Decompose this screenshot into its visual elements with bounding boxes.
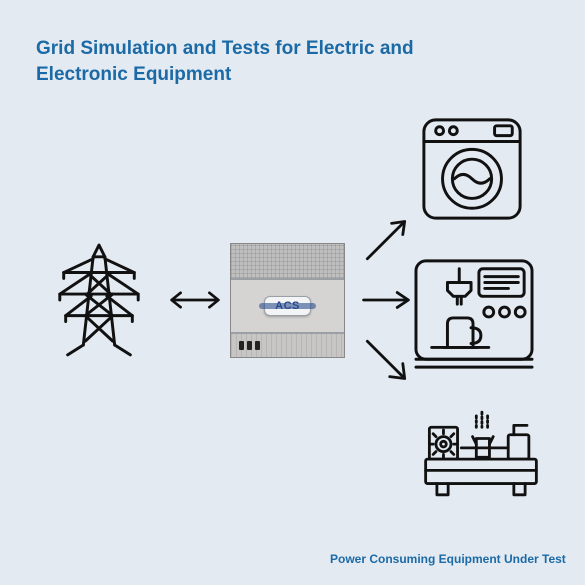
lathe-machine-icon	[420, 406, 542, 501]
espresso-machine-icon	[410, 255, 538, 373]
device-label-swoosh	[259, 303, 316, 309]
transmission-tower-icon	[50, 238, 148, 358]
device-brand-label: ACS	[264, 296, 311, 316]
arrow-down-right-icon	[358, 330, 414, 386]
arrow-up-right-icon	[358, 214, 414, 270]
device-breaker-icon	[255, 341, 260, 350]
bidirectional-arrow-icon	[168, 288, 222, 312]
device-bottom-panel	[231, 334, 344, 357]
device-front-panel: ACS	[231, 278, 344, 335]
arrow-right-icon	[358, 290, 414, 310]
device-top-grille	[231, 244, 344, 278]
washing-machine-icon	[418, 114, 526, 224]
caption-equipment-under-test: Power Consuming Equipment Under Test	[330, 552, 566, 566]
device-breaker-icon	[239, 341, 244, 350]
grid-simulator-device: ACS	[230, 243, 345, 358]
page-title: Grid Simulation and Tests for Electric a…	[36, 36, 456, 87]
diagram-canvas: Grid Simulation and Tests for Electric a…	[0, 0, 585, 585]
device-breaker-icon	[247, 341, 252, 350]
